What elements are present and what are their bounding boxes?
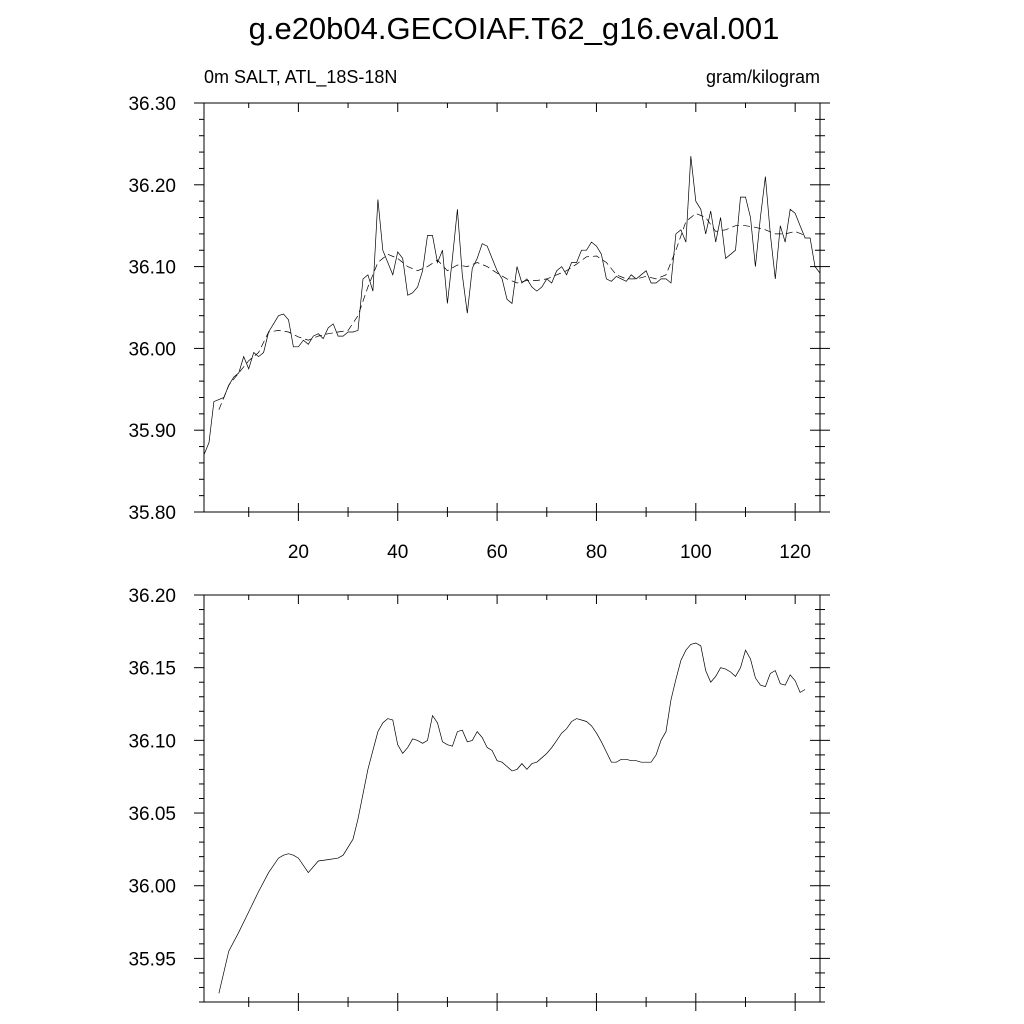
y-tick-label: 36.00	[128, 877, 176, 898]
units-label: gram/kilogram	[706, 67, 820, 87]
figure-title: g.e20b04.GECOIAF.T62_g16.eval.001	[249, 11, 780, 46]
y-tick-label: 36.20	[128, 176, 176, 197]
plot-frame	[203, 102, 821, 513]
x-tick-label: 60	[487, 542, 508, 563]
y-tick-label: 36.00	[128, 339, 176, 360]
smoothed-series-line	[218, 212, 806, 410]
bottom-panel: 35.95 36.00 36.05 36.10 36.15 36.20	[128, 586, 830, 1011]
x-tick-label: 20	[288, 542, 309, 563]
x-tick-label: 100	[680, 542, 712, 563]
y-tick-label: 36.15	[128, 659, 176, 680]
plot-frame	[203, 594, 821, 1003]
x-tick-label: 120	[779, 542, 811, 563]
y-tick-label: 36.30	[128, 94, 176, 115]
left-subtitle: 0m SALT, ATL_18S-18N	[204, 67, 397, 88]
series-line	[203, 156, 821, 455]
y-tick-label: 36.20	[128, 586, 176, 607]
series-line	[218, 642, 806, 994]
y-tick-label: 35.90	[128, 421, 176, 442]
x-tick-label: 80	[586, 542, 607, 563]
y-tick-label: 36.10	[128, 731, 176, 752]
top-panel: 20 40 60 80 100 120 35.80 35.90 36.00 36.10 36.20 3…	[128, 94, 830, 563]
y-tick-label: 35.95	[128, 949, 176, 970]
y-tick-label: 36.10	[128, 258, 176, 279]
y-tick-label: 35.80	[128, 503, 176, 524]
x-tick-label: 40	[387, 542, 408, 563]
y-tick-label: 36.05	[128, 804, 176, 825]
